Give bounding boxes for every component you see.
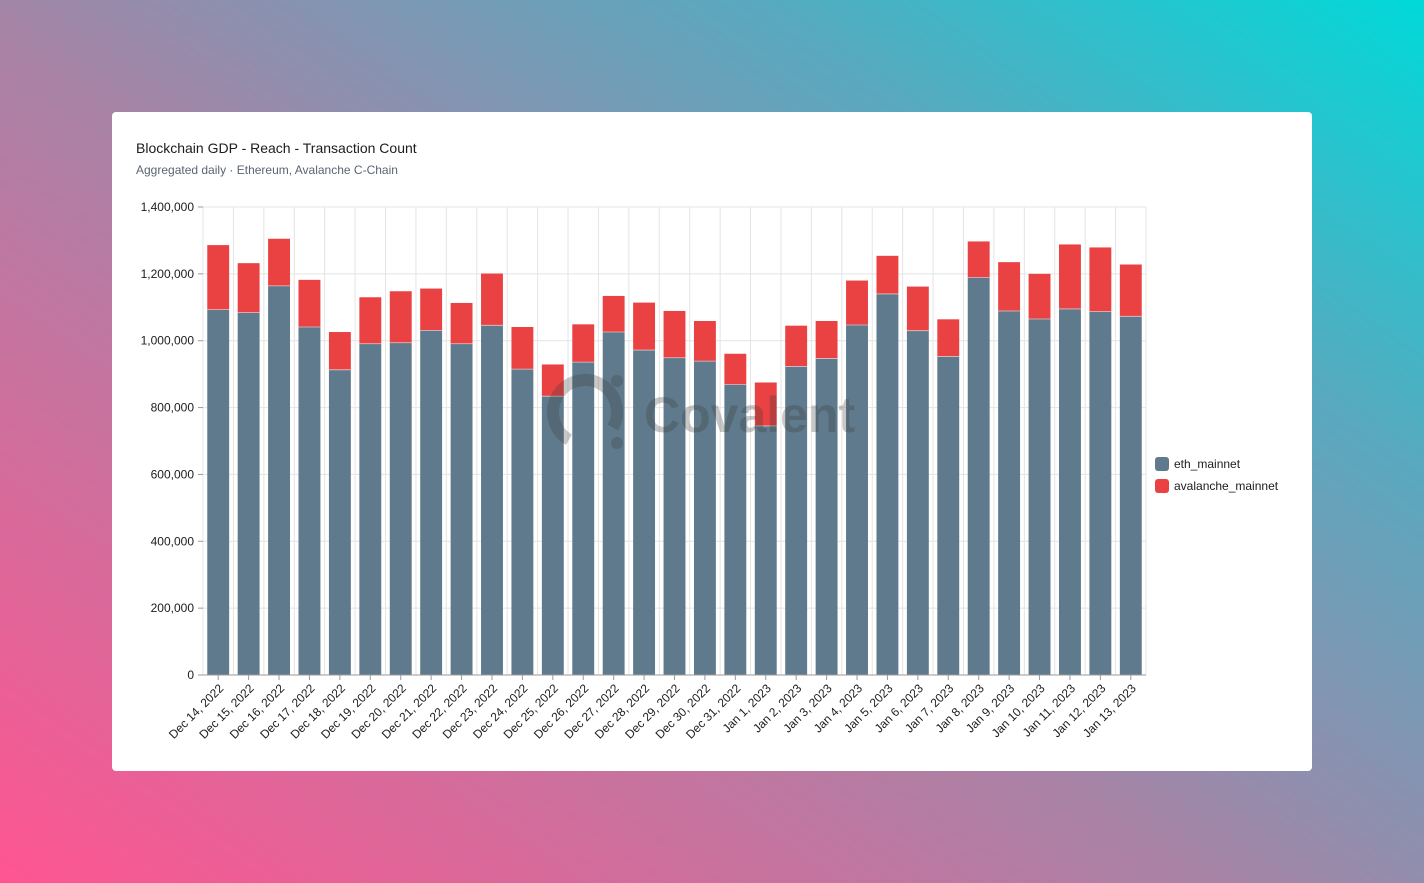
bar-eth_mainnet[interactable] [389, 342, 412, 675]
bar-avalanche_mainnet[interactable] [450, 302, 473, 344]
legend-label: eth_mainnet [1174, 457, 1241, 471]
legend-label: avalanche_mainnet [1174, 479, 1279, 493]
bar-avalanche_mainnet[interactable] [207, 245, 230, 310]
bar-eth_mainnet[interactable] [906, 330, 929, 675]
bar-avalanche_mainnet[interactable] [359, 297, 382, 344]
y-tick-label: 1,000,000 [141, 334, 195, 348]
bar-eth_mainnet[interactable] [937, 356, 960, 675]
bar-eth_mainnet[interactable] [328, 369, 351, 675]
bar-avalanche_mainnet[interactable] [633, 302, 656, 351]
chart-title: Blockchain GDP - Reach - Transaction Cou… [136, 140, 417, 156]
bar-eth_mainnet[interactable] [693, 361, 716, 675]
watermark: Covalent [547, 374, 856, 450]
bar-avalanche_mainnet[interactable] [1028, 273, 1051, 319]
bar-avalanche_mainnet[interactable] [268, 238, 290, 286]
bar-avalanche_mainnet[interactable] [511, 327, 534, 370]
watermark-logo-ring [547, 374, 623, 450]
bar-eth_mainnet[interactable] [572, 362, 595, 675]
bar-avalanche_mainnet[interactable] [420, 288, 443, 331]
bar-avalanche_mainnet[interactable] [754, 382, 777, 426]
bar-avalanche_mainnet[interactable] [663, 310, 686, 358]
bar-layer [207, 238, 1142, 675]
bar-eth_mainnet[interactable] [450, 343, 473, 675]
bar-eth_mainnet[interactable] [511, 369, 534, 675]
bar-eth_mainnet[interactable] [663, 357, 686, 675]
bar-eth_mainnet[interactable] [1059, 308, 1081, 675]
legend-item-avalanche_mainnet[interactable]: avalanche_mainnet [1155, 475, 1278, 497]
bar-eth_mainnet[interactable] [846, 325, 868, 675]
bar-avalanche_mainnet[interactable] [846, 280, 868, 326]
bar-avalanche_mainnet[interactable] [724, 353, 747, 385]
y-tick-label: 1,400,000 [141, 200, 195, 214]
bar-eth_mainnet[interactable] [1119, 316, 1142, 675]
y-tick-label: 200,000 [151, 601, 195, 615]
chart-subtitle: Aggregated daily · Ethereum, Avalanche C… [136, 163, 398, 177]
bar-eth_mainnet[interactable] [481, 325, 503, 675]
y-tick-label: 400,000 [151, 534, 195, 548]
bar-avalanche_mainnet[interactable] [1119, 264, 1142, 317]
bar-avalanche_mainnet[interactable] [998, 262, 1021, 311]
bar-avalanche_mainnet[interactable] [481, 273, 503, 326]
bar-avalanche_mainnet[interactable] [602, 295, 625, 333]
watermark-logo-dot-top [611, 375, 623, 387]
bar-eth_mainnet[interactable] [268, 285, 290, 675]
bar-avalanche_mainnet[interactable] [815, 320, 838, 359]
bar-avalanche_mainnet[interactable] [1089, 247, 1112, 312]
bar-avalanche_mainnet[interactable] [906, 286, 929, 331]
watermark-text: Covalent [644, 387, 856, 443]
bar-eth_mainnet[interactable] [998, 310, 1021, 675]
bar-avalanche_mainnet[interactable] [572, 324, 595, 363]
bar-avalanche_mainnet[interactable] [237, 263, 260, 313]
y-tick-label: 0 [187, 668, 194, 682]
bar-avalanche_mainnet[interactable] [693, 320, 716, 362]
bar-eth_mainnet[interactable] [237, 312, 260, 675]
bar-eth_mainnet[interactable] [785, 366, 808, 675]
bar-avalanche_mainnet[interactable] [328, 332, 351, 370]
legend-item-eth_mainnet[interactable]: eth_mainnet [1155, 453, 1278, 475]
bar-eth_mainnet[interactable] [724, 384, 747, 675]
bar-avalanche_mainnet[interactable] [1059, 244, 1081, 309]
chart-card: Blockchain GDP - Reach - Transaction Cou… [112, 112, 1312, 771]
bar-avalanche_mainnet[interactable] [785, 325, 808, 367]
bar-avalanche_mainnet[interactable] [541, 364, 564, 397]
legend-swatch [1155, 479, 1169, 493]
bar-eth_mainnet[interactable] [541, 396, 564, 675]
bar-eth_mainnet[interactable] [876, 293, 899, 675]
bar-avalanche_mainnet[interactable] [967, 241, 990, 278]
bar-avalanche_mainnet[interactable] [937, 319, 960, 357]
bar-eth_mainnet[interactable] [420, 330, 443, 675]
bar-eth_mainnet[interactable] [359, 343, 382, 675]
bar-eth_mainnet[interactable] [815, 358, 838, 675]
bar-eth_mainnet[interactable] [602, 332, 625, 675]
bar-avalanche_mainnet[interactable] [298, 279, 321, 328]
bar-eth_mainnet[interactable] [633, 350, 656, 675]
y-tick-label: 600,000 [151, 467, 195, 481]
y-tick-label: 1,200,000 [141, 267, 195, 281]
bar-eth_mainnet[interactable] [298, 327, 321, 675]
bar-eth_mainnet[interactable] [967, 277, 990, 675]
y-tick-label: 800,000 [151, 401, 195, 415]
bar-eth_mainnet[interactable] [1089, 311, 1112, 675]
bar-avalanche_mainnet[interactable] [876, 255, 899, 294]
legend-swatch [1155, 457, 1169, 471]
bar-eth_mainnet[interactable] [1028, 318, 1051, 675]
bar-eth_mainnet[interactable] [754, 425, 777, 675]
bar-chart: Covalent 0 200,000 400,000 600,000 800,000 1,… [141, 200, 1147, 742]
bar-avalanche_mainnet[interactable] [389, 291, 412, 343]
bar-eth_mainnet[interactable] [207, 309, 230, 675]
chart-legend: eth_mainnet avalanche_mainnet [1155, 453, 1278, 497]
watermark-logo-dot-bottom [611, 437, 623, 449]
